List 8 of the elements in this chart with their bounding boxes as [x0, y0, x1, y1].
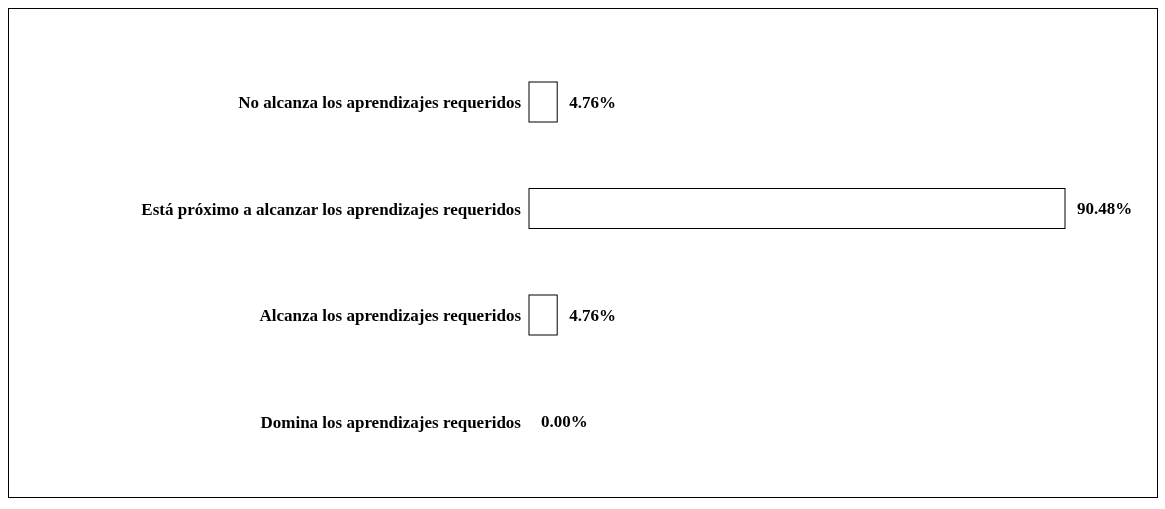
data-label: 4.76% [569, 305, 616, 325]
y-tick-label: Alcanza los aprendizajes requeridos [259, 306, 522, 326]
y-tick-label: Domina los aprendizajes requeridos [260, 412, 522, 432]
data-label: 0.00% [541, 412, 588, 431]
data-label: 4.76% [569, 92, 616, 112]
data-label: 90.48% [1077, 199, 1133, 218]
y-tick-label: No alcanza los aprendizajes requeridos [238, 93, 522, 113]
y-tick-label: Está próximo a alcanzar los aprendizajes requeridos [141, 199, 522, 219]
